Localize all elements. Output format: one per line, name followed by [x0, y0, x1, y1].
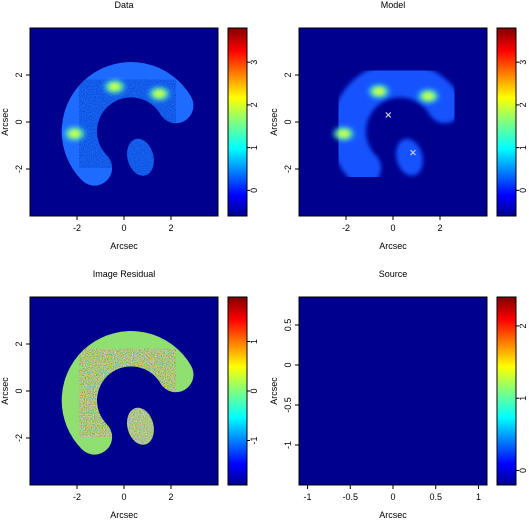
caustic-marker [410, 149, 416, 156]
x-tick-label: -2 [342, 223, 350, 233]
counter-image-noise [127, 138, 154, 176]
colorbar-tick-label: 1 [518, 145, 528, 150]
y-tick-label: 2 [283, 72, 293, 77]
y-axis-label: Arcsec [0, 377, 10, 405]
colorbar-tick-label: 1 [249, 145, 259, 150]
colorbar-gradient [496, 27, 517, 217]
x-tick-label: 0 [121, 223, 126, 233]
y-tick-label: -1 [283, 441, 293, 449]
colorbar-tick-label: 2 [518, 323, 528, 328]
chart-panel-2: Model -2 0 2 -2 0 2 Arcsec Arcsec 0 1 2 3 [269, 0, 528, 251]
x-tick-label: 0 [121, 492, 126, 502]
y-tick-label: 0 [14, 388, 24, 393]
source-peak [340, 312, 446, 450]
y-tick-label: -2 [14, 434, 24, 442]
x-tick-label: 0.5 [429, 492, 442, 502]
chart-title: Model [381, 0, 406, 10]
y-tick-label: 0.5 [283, 319, 293, 332]
chart-title: Source [379, 269, 408, 279]
colorbar-tick-label: 1 [518, 396, 528, 401]
x-axis-label: Arcsec [379, 241, 407, 251]
x-tick-label: 1 [476, 492, 481, 502]
colorbar-tick-label: 0 [249, 188, 259, 193]
chart-panel-3: Image Residual -2 0 2 -2 0 2 Arcsec Arcsec -1 0 1 [0, 269, 259, 520]
counter-image [396, 138, 423, 176]
y-tick-label: 0 [283, 362, 293, 367]
y-tick-label: 2 [14, 72, 24, 77]
plot-background [30, 28, 218, 216]
plot-area [299, 28, 487, 216]
colorbar-tick-label: 2 [249, 102, 259, 107]
colorbar: 0 1 2 3 [496, 27, 528, 217]
y-tick-label: -0.5 [283, 397, 293, 413]
colorbar: 0 1 2 [496, 296, 528, 486]
plot-area [30, 297, 218, 485]
x-axis-label: Arcsec [379, 510, 407, 520]
x-tick-label: 2 [437, 223, 442, 233]
colorbar-gradient [496, 296, 517, 486]
colorbar-tick-label: 0 [518, 468, 528, 473]
x-axis-label: Arcsec [110, 241, 138, 251]
x-tick-label: 0 [390, 492, 395, 502]
colorbar-tick-label: 3 [518, 60, 528, 65]
x-tick-label: 0 [390, 223, 395, 233]
y-tick-label: 2 [14, 341, 24, 346]
plot-area [30, 28, 218, 216]
caustic-marker [385, 112, 392, 118]
colorbar: -1 0 1 [227, 296, 259, 486]
x-tick-label: -0.5 [343, 492, 359, 502]
source-reconstruction [311, 297, 483, 485]
plot-background [30, 297, 218, 485]
y-axis-label: Arcsec [269, 377, 279, 405]
y-tick-label: -2 [14, 165, 24, 173]
x-tick-label: -1 [304, 492, 312, 502]
arc-peak [101, 77, 128, 96]
y-tick-label: 0 [283, 119, 293, 124]
y-axis-label: Arcsec [269, 108, 279, 136]
chart-panel-1: Data -2 0 2 -2 0 2 Arcsec Arcsec 0 1 2 3 [0, 0, 259, 251]
colorbar-gradient [227, 296, 248, 486]
arc-residual-noise [61, 331, 194, 455]
colorbar-tick-label: 2 [518, 102, 528, 107]
plot-background [299, 28, 487, 216]
colorbar-tick-label: 1 [249, 339, 259, 344]
x-tick-label: 2 [168, 223, 173, 233]
counter-image-residual-noise [127, 407, 154, 445]
x-tick-label: -2 [73, 492, 81, 502]
chart-title: Image Residual [93, 269, 156, 279]
x-tick-label: -2 [73, 223, 81, 233]
arc-peak [415, 87, 442, 106]
chart-panel-4: Source -1 -0.5 0 0.5 1 -1 -0.5 0 0.5 Arcsec Arcsec 0… [269, 269, 528, 520]
arc-peak [330, 124, 357, 143]
colorbar-gradient [227, 27, 248, 217]
y-tick-label: -2 [283, 165, 293, 173]
x-tick-label: 2 [168, 492, 173, 502]
arc-peak [61, 124, 88, 143]
colorbar: 0 1 2 3 [227, 27, 259, 217]
colorbar-tick-label: 0 [249, 388, 259, 393]
colorbar-tick-label: 3 [249, 60, 259, 65]
colorbar-tick-label: 0 [518, 188, 528, 193]
x-axis-label: Arcsec [110, 510, 138, 520]
arc-peak [146, 84, 173, 103]
chart-title: Data [114, 0, 133, 10]
colorbar-tick-label: -1 [249, 436, 259, 444]
arc-peak [365, 82, 392, 101]
plot-area [299, 297, 487, 485]
y-axis-label: Arcsec [0, 108, 10, 136]
y-tick-label: 0 [14, 119, 24, 124]
